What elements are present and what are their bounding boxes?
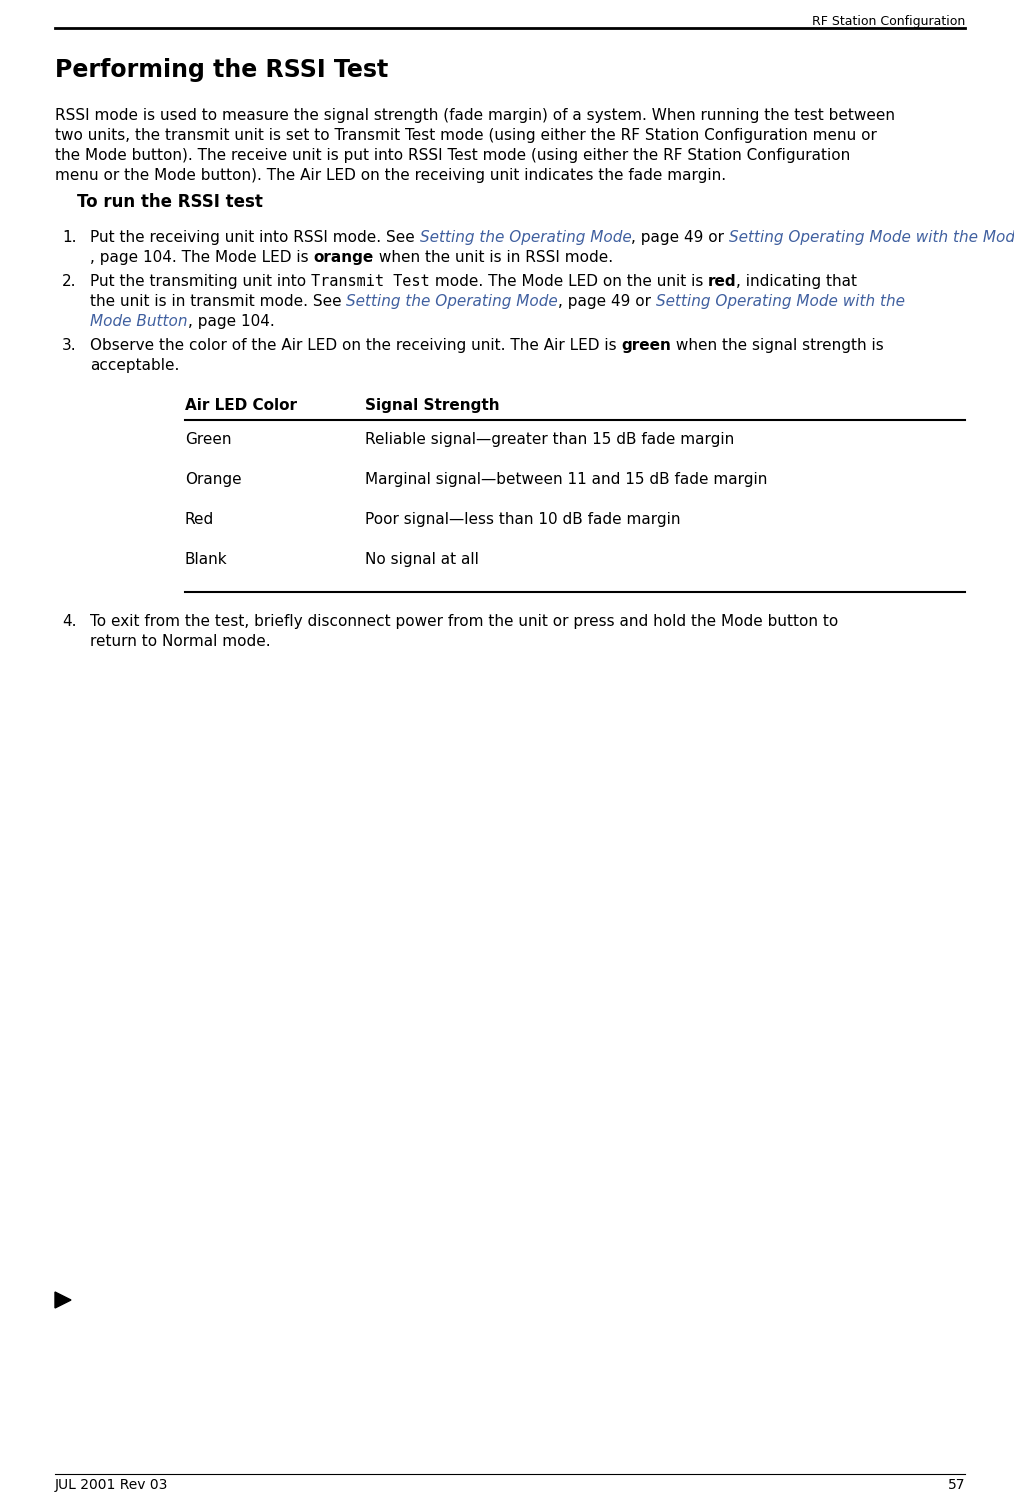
- Text: , page 49 or: , page 49 or: [632, 230, 729, 244]
- Text: Signal Strength: Signal Strength: [365, 398, 500, 412]
- Text: JUL 2001 Rev 03: JUL 2001 Rev 03: [55, 1478, 168, 1492]
- Text: No signal at all: No signal at all: [365, 552, 479, 567]
- Text: , page 104.: , page 104.: [188, 314, 274, 328]
- Text: Reliable signal—greater than 15 dB fade margin: Reliable signal—greater than 15 dB fade …: [365, 432, 734, 447]
- Text: To exit from the test, briefly disconnect power from the unit or press and hold : To exit from the test, briefly disconnec…: [90, 614, 839, 628]
- Text: mode. The Mode LED on the unit is: mode. The Mode LED on the unit is: [430, 274, 708, 290]
- Text: when the unit is in RSSI mode.: when the unit is in RSSI mode.: [374, 251, 612, 266]
- Text: Setting the Operating Mode: Setting the Operating Mode: [347, 294, 559, 309]
- Text: Orange: Orange: [185, 472, 241, 488]
- Text: 1.: 1.: [62, 230, 76, 244]
- Text: Setting Operating Mode with the Mode Button: Setting Operating Mode with the Mode But…: [729, 230, 1014, 244]
- Text: the Mode button). The receive unit is put into RSSI Test mode (using either the : the Mode button). The receive unit is pu…: [55, 148, 851, 164]
- Text: Poor signal—less than 10 dB fade margin: Poor signal—less than 10 dB fade margin: [365, 512, 680, 526]
- Text: when the signal strength is: when the signal strength is: [671, 338, 884, 352]
- Polygon shape: [55, 1292, 71, 1308]
- Text: acceptable.: acceptable.: [90, 358, 179, 374]
- Text: return to Normal mode.: return to Normal mode.: [90, 634, 271, 650]
- Text: Performing the RSSI Test: Performing the RSSI Test: [55, 58, 388, 82]
- Text: RF Station Configuration: RF Station Configuration: [812, 15, 965, 28]
- Text: red: red: [708, 274, 736, 290]
- Text: the unit is in transmit mode. See: the unit is in transmit mode. See: [90, 294, 347, 309]
- Text: , page 49 or: , page 49 or: [559, 294, 656, 309]
- Text: 57: 57: [947, 1478, 965, 1492]
- Text: To run the RSSI test: To run the RSSI test: [77, 194, 263, 211]
- Text: 2.: 2.: [62, 274, 76, 290]
- Text: 3.: 3.: [62, 338, 77, 352]
- Text: menu or the Mode button). The Air LED on the receiving unit indicates the fade m: menu or the Mode button). The Air LED on…: [55, 168, 726, 183]
- Text: green: green: [622, 338, 671, 352]
- Text: Setting Operating Mode with the: Setting Operating Mode with the: [656, 294, 906, 309]
- Text: orange: orange: [313, 251, 374, 266]
- Text: Mode Button: Mode Button: [90, 314, 188, 328]
- Text: , page 104. The Mode LED is: , page 104. The Mode LED is: [90, 251, 313, 266]
- Text: Put the receiving unit into RSSI mode. See: Put the receiving unit into RSSI mode. S…: [90, 230, 420, 244]
- Text: Setting the Operating Mode: Setting the Operating Mode: [420, 230, 632, 244]
- Text: RSSI mode is used to measure the signal strength (fade margin) of a system. When: RSSI mode is used to measure the signal …: [55, 108, 895, 123]
- Text: Marginal signal—between 11 and 15 dB fade margin: Marginal signal—between 11 and 15 dB fad…: [365, 472, 768, 488]
- Text: Observe the color of the Air LED on the receiving unit. The Air LED is: Observe the color of the Air LED on the …: [90, 338, 622, 352]
- Text: Blank: Blank: [185, 552, 227, 567]
- Text: Put the transmiting unit into: Put the transmiting unit into: [90, 274, 311, 290]
- Text: Air LED Color: Air LED Color: [185, 398, 297, 412]
- Text: two units, the transmit unit is set to Transmit Test mode (using either the RF S: two units, the transmit unit is set to T…: [55, 128, 877, 142]
- Text: Green: Green: [185, 432, 231, 447]
- Text: , indicating that: , indicating that: [736, 274, 858, 290]
- Text: Transmit Test: Transmit Test: [311, 274, 430, 290]
- Text: Red: Red: [185, 512, 214, 526]
- Text: 4.: 4.: [62, 614, 76, 628]
